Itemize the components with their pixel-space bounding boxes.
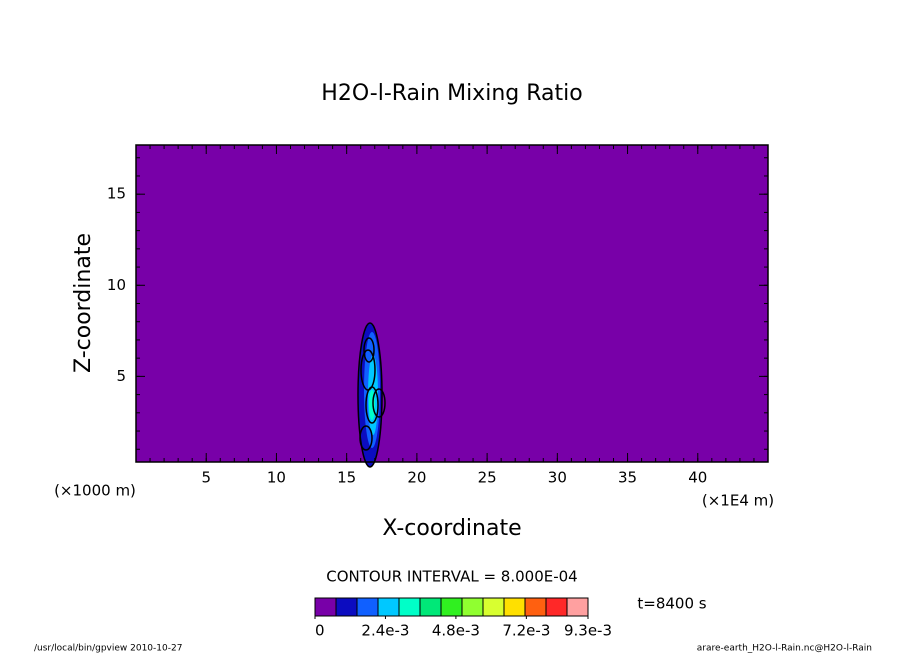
y-axis-title: Z-coordinate [71, 233, 96, 373]
colorbar-swatch [545, 597, 568, 617]
x-tick-label: 25 [478, 469, 497, 487]
colorbar-swatch [524, 597, 547, 617]
colorbar-tick-label: 2.4e-3 [361, 622, 409, 640]
colorbar-tick-label: 9.3e-3 [564, 622, 612, 640]
y-unit: (×1000 m) [54, 482, 136, 500]
x-axis-title: X-coordinate [382, 516, 521, 541]
footer-right: arare-earth_H2O-l-Rain.nc@H2O-l-Rain [697, 644, 872, 654]
colorbar-tick-label: 0 [315, 622, 325, 640]
x-tick-label: 5 [201, 469, 211, 487]
footer-left: /usr/local/bin/gpview 2010-10-27 [34, 644, 182, 654]
colorbar-swatch [419, 597, 442, 617]
colorbar-swatch [377, 597, 400, 617]
colorbar-swatch [314, 597, 337, 617]
colorbar-swatch [398, 597, 421, 617]
colorbar-swatch [503, 597, 526, 617]
y-tick-label: 10 [107, 276, 126, 294]
colorbar-swatch [461, 597, 484, 617]
y-tick-label: 5 [116, 367, 126, 385]
contour-field [357, 322, 386, 468]
x-tick-label: 20 [407, 469, 426, 487]
colorbar-swatch [482, 597, 505, 617]
time-label: t=8400 s [637, 595, 706, 613]
x-tick-label: 10 [267, 469, 286, 487]
x-tick-label: 40 [688, 469, 707, 487]
colorbar-tick-label: 4.8e-3 [432, 622, 480, 640]
colorbar-swatch [566, 597, 589, 617]
colorbar-swatch [440, 597, 463, 617]
colorbar-swatch [356, 597, 379, 617]
colorbar-tick-label: 7.2e-3 [502, 622, 550, 640]
chart-title: H2O-l-Rain Mixing Ratio [321, 81, 582, 106]
x-tick-label: 30 [548, 469, 567, 487]
y-tick-label: 15 [107, 185, 126, 203]
x-tick-label: 15 [337, 469, 356, 487]
colorbar-swatch [335, 597, 358, 617]
x-tick-label: 35 [618, 469, 637, 487]
x-unit: (×1E4 m) [702, 492, 774, 510]
contour-interval: CONTOUR INTERVAL = 8.000E-04 [326, 568, 577, 586]
plot-area [136, 145, 768, 462]
